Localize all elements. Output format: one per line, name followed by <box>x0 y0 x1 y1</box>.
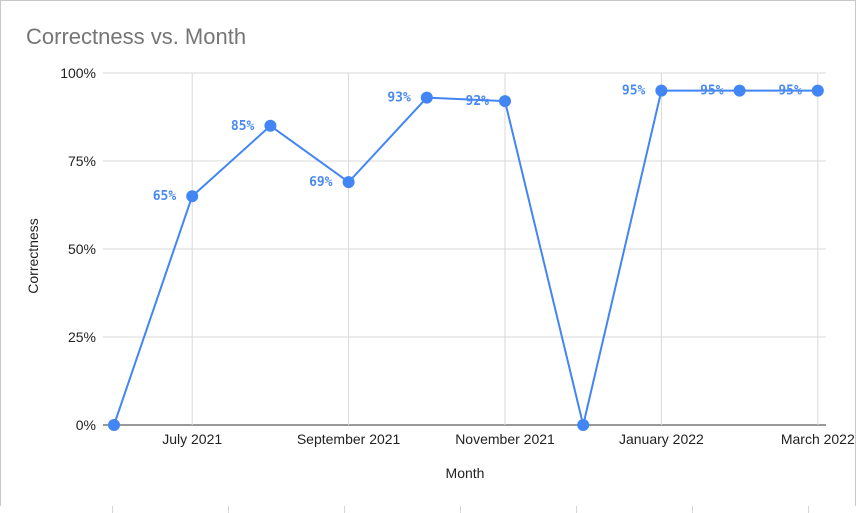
data-point <box>108 419 120 431</box>
data-label: 92% <box>466 94 490 109</box>
data-point <box>342 176 355 189</box>
x-tick-label: July 2021 <box>162 431 222 447</box>
x-tick-label: November 2021 <box>455 431 555 447</box>
data-label: 95% <box>700 84 724 99</box>
data-label: 95% <box>622 84 646 99</box>
y-tick-label: 25% <box>68 329 96 345</box>
series-line <box>113 89 818 426</box>
data-label: 69% <box>309 175 333 190</box>
data-point <box>420 91 433 104</box>
x-tick-label: September 2021 <box>297 431 401 447</box>
data-point <box>499 95 511 108</box>
x-axis-label: Month <box>445 465 485 481</box>
bottom-edge <box>0 506 856 513</box>
chart-title: Correctness vs. Month <box>26 24 247 49</box>
data-point <box>264 119 277 132</box>
data-point <box>186 190 199 203</box>
data-label: 93% <box>387 91 411 106</box>
data-point <box>811 84 824 97</box>
data-point <box>733 84 746 97</box>
y-tick-label: 50% <box>68 241 96 257</box>
data-label: 65% <box>153 189 177 204</box>
y-tick-label: 0% <box>76 417 96 433</box>
data-label: 85% <box>231 119 255 134</box>
data-label: 95% <box>778 84 802 99</box>
y-tick-label: 100% <box>60 65 96 81</box>
x-tick-label: January 2022 <box>619 431 704 447</box>
y-tick-label: 75% <box>68 153 96 169</box>
data-point <box>655 84 668 97</box>
data-point <box>577 419 590 431</box>
x-tick-label: March 2022 <box>781 431 855 447</box>
